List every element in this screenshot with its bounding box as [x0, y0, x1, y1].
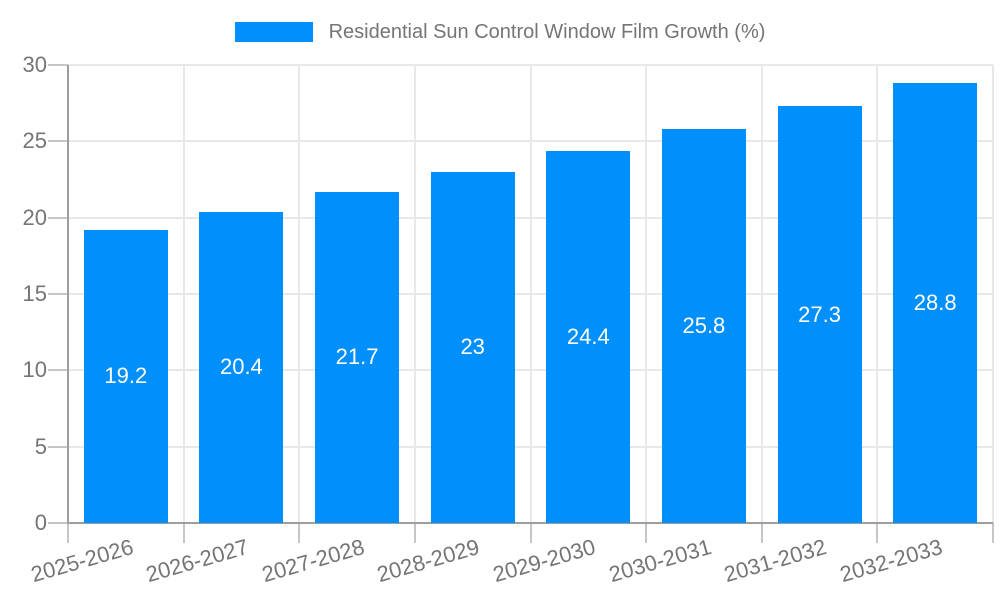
- y-axis-tick: [48, 522, 68, 524]
- legend-label: Residential Sun Control Window Film Grow…: [328, 21, 766, 43]
- y-axis-tick: [48, 445, 68, 448]
- y-axis-tick: [48, 64, 68, 66]
- bar[interactable]: [661, 129, 746, 523]
- y-axis-tick: [48, 369, 68, 372]
- y-axis-line: [67, 65, 69, 523]
- x-axis-label: 2029-2030: [490, 534, 599, 588]
- x-axis-label: 2025-2026: [27, 534, 136, 588]
- y-axis-tick: [48, 293, 68, 295]
- bar-value-label: 28.8: [913, 290, 957, 316]
- bar[interactable]: [546, 150, 631, 523]
- bar-value-label: 27.3: [798, 301, 841, 327]
- y-axis-label: 10: [22, 357, 47, 383]
- gridline-vertical: [182, 65, 185, 523]
- bar-value-label: 25.8: [682, 313, 726, 339]
- bar-value-label: 23: [460, 334, 485, 360]
- bar[interactable]: [777, 106, 862, 523]
- y-axis-label: 15: [22, 281, 47, 306]
- gridline-vertical: [645, 65, 648, 523]
- y-axis-label: 5: [34, 433, 47, 459]
- bar-value-label: 19.2: [104, 363, 148, 389]
- gridline-vertical: [413, 65, 416, 523]
- x-axis-label: 2030-2031: [605, 534, 714, 588]
- bar-value-label: 24.4: [566, 323, 610, 349]
- legend-item[interactable]: Residential Sun Control Window Film Grow…: [0, 20, 1000, 44]
- gridline-vertical: [760, 65, 763, 523]
- x-axis-tick: [413, 523, 416, 543]
- x-axis-label: 2028-2029: [374, 534, 483, 588]
- bar[interactable]: [199, 211, 284, 523]
- gridline-vertical: [992, 65, 994, 523]
- bar-value-label: 20.4: [219, 354, 263, 380]
- bar[interactable]: [315, 191, 400, 523]
- x-axis-tick: [992, 523, 994, 543]
- x-axis-tick: [298, 523, 301, 543]
- x-axis-tick: [760, 523, 763, 543]
- x-axis-label: 2027-2028: [258, 534, 368, 588]
- y-axis-tick: [48, 140, 68, 143]
- x-axis-label: 2026-2027: [143, 534, 252, 588]
- x-axis-label: 2032-2033: [837, 534, 946, 588]
- y-axis-label: 30: [22, 52, 47, 77]
- gridline-vertical: [876, 65, 879, 523]
- x-axis-tick: [182, 523, 185, 543]
- y-axis-label: 20: [22, 204, 47, 230]
- x-axis-tick: [876, 523, 879, 543]
- x-axis-tick: [67, 523, 69, 543]
- x-axis-label: 2031-2032: [721, 534, 830, 588]
- y-axis-label: 0: [34, 510, 47, 535]
- bar[interactable]: [83, 229, 168, 523]
- legend-swatch-icon: [234, 22, 313, 42]
- bar[interactable]: [430, 171, 515, 523]
- x-axis-tick: [645, 523, 648, 543]
- gridline-vertical: [298, 65, 301, 523]
- x-axis-tick: [529, 523, 532, 543]
- x-axis-line: [67, 522, 993, 524]
- bar-value-label: 21.7: [335, 344, 379, 370]
- y-axis-label: 25: [22, 128, 47, 154]
- bar[interactable]: [893, 83, 978, 523]
- gridline-vertical: [529, 65, 532, 523]
- y-axis-tick: [48, 216, 68, 219]
